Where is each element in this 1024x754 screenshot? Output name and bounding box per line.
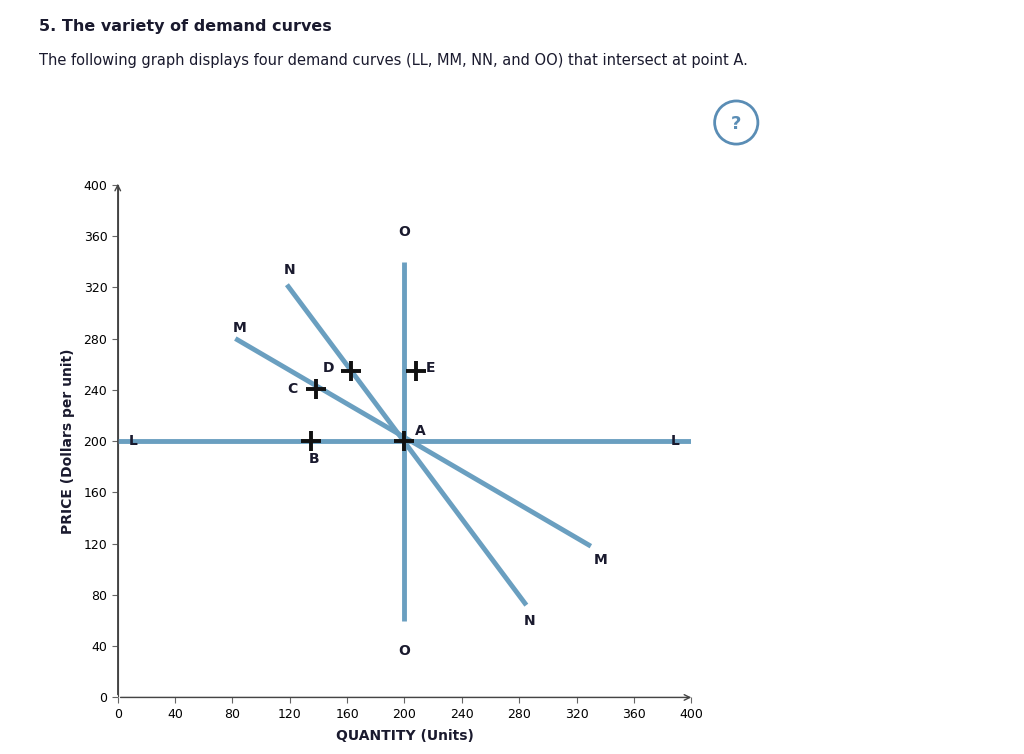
Text: E: E [426,361,435,375]
Text: N: N [284,263,296,277]
Text: O: O [398,225,411,238]
Text: 5. The variety of demand curves: 5. The variety of demand curves [39,19,332,34]
Text: N: N [523,614,536,628]
Text: M: M [232,320,246,335]
Text: O: O [398,644,411,657]
Text: L: L [671,434,680,448]
Text: D: D [323,361,334,375]
Text: L: L [129,434,138,448]
Text: A: A [415,424,425,438]
X-axis label: QUANTITY (Units): QUANTITY (Units) [336,729,473,743]
Text: B: B [308,452,319,466]
Y-axis label: PRICE (Dollars per unit): PRICE (Dollars per unit) [61,348,75,534]
Text: M: M [594,553,607,566]
Text: C: C [287,382,297,396]
Text: ?: ? [731,115,741,133]
Text: The following graph displays four demand curves (LL, MM, NN, and OO) that inters: The following graph displays four demand… [39,53,748,68]
